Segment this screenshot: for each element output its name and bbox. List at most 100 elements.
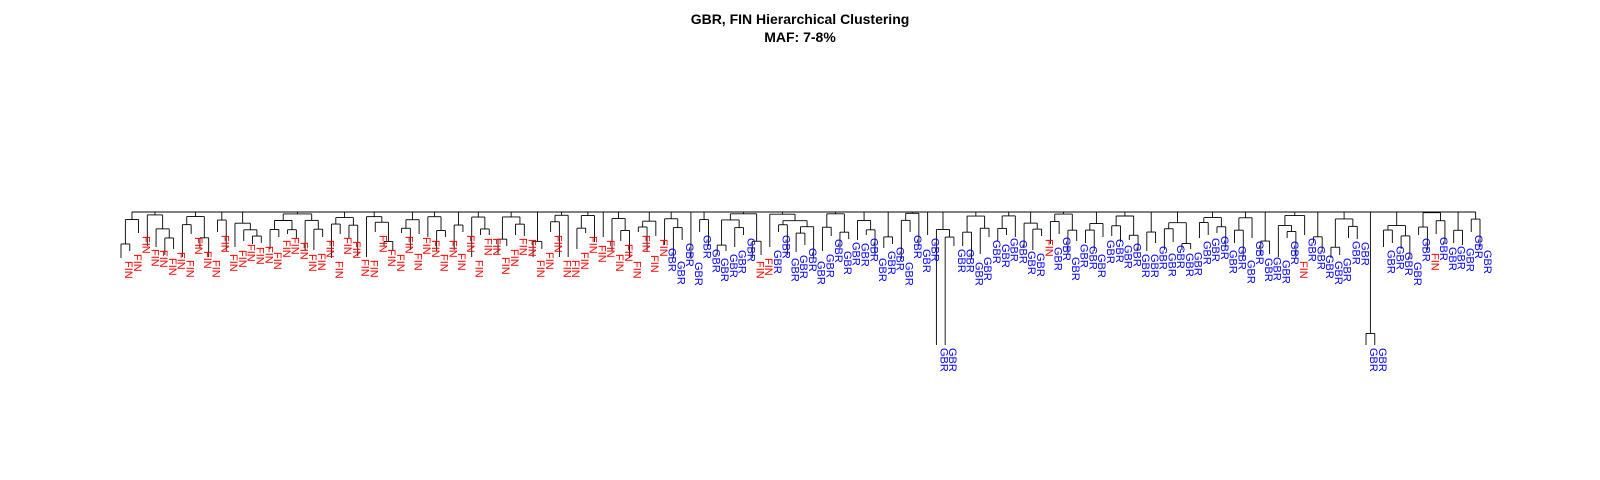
leaf-label: GBR <box>701 235 713 259</box>
leaf-label: GBR <box>1323 255 1335 279</box>
leaf-label: GBR <box>964 249 976 273</box>
leaf-label: GBR <box>771 250 783 274</box>
leaf-label: FIN <box>332 261 344 279</box>
leaf-label: FIN <box>622 244 634 262</box>
leaf-label: GBR <box>1192 252 1204 276</box>
leaf-label: GBR <box>1113 239 1125 263</box>
leaf-label: FIN <box>201 251 213 269</box>
leaf-label: FIN <box>140 236 152 254</box>
leaf-label: GBR <box>1376 348 1388 372</box>
leaf-label: GBR <box>990 240 1002 264</box>
leaf-label: GBR <box>1148 254 1160 278</box>
leaf-label: FIN <box>1043 239 1055 257</box>
leaf-label: GBR <box>1078 244 1090 268</box>
leaf-label: FIN <box>236 250 248 268</box>
leaf-label: GBR <box>1306 238 1318 262</box>
leaf-label: GBR <box>1227 250 1239 274</box>
leaf-label: GBR <box>1174 245 1186 269</box>
leaf-label: GBR <box>902 262 914 286</box>
leaf-label: FIN <box>543 252 555 270</box>
leaf-label: FIN <box>534 260 546 278</box>
leaf-label: GBR <box>1271 257 1283 281</box>
leaf-label: GBR <box>1455 246 1467 270</box>
leaf-label: FIN <box>569 260 581 278</box>
leaf-label: GBR <box>1183 253 1195 277</box>
leaf-label: GBR <box>885 251 897 275</box>
leaf-label: GBR <box>1411 262 1423 286</box>
leaf-label: FIN <box>560 260 572 278</box>
leaf-label: FIN <box>403 236 415 254</box>
leaf-label: FIN <box>639 235 651 253</box>
leaf-label: FIN <box>385 249 397 267</box>
leaf-label: GBR <box>1016 240 1028 264</box>
leaf-label: FIN <box>350 241 362 259</box>
leaf-label: GBR <box>1095 254 1107 278</box>
leaf-label: GBR <box>911 235 923 259</box>
leaf-label: FIN <box>324 240 336 258</box>
leaf-label: FIN <box>306 254 318 272</box>
leaf-label: GBR <box>1420 238 1432 262</box>
leaf-label: GBR <box>841 251 853 275</box>
leaf-label: GBR <box>1244 260 1256 284</box>
leaf-label: FIN <box>648 255 660 273</box>
leaf-label: GBR <box>666 248 678 272</box>
leaf-label: FIN <box>280 240 292 258</box>
leaf-label: FIN <box>271 252 283 270</box>
leaf-label: FIN <box>131 254 143 272</box>
leaf-label: FIN <box>1297 261 1309 279</box>
leaf-label: GBR <box>709 249 721 273</box>
chart-subtitle: MAF: 7-8% <box>764 29 836 45</box>
leaf-label: GBR <box>832 239 844 263</box>
leaf-label: GBR <box>1446 247 1458 271</box>
leaf-label: FIN <box>578 252 590 270</box>
leaf-label: GBR <box>858 243 870 267</box>
leaf-label: FIN <box>429 240 441 258</box>
leaf-label: FIN <box>157 250 169 268</box>
leaf-label: GBR <box>1104 240 1116 264</box>
leaf-label: FIN <box>210 260 222 278</box>
leaf-label: GBR <box>1288 241 1300 265</box>
leaf-label: GBR <box>788 258 800 282</box>
leaf-label: FIN <box>517 238 529 256</box>
leaf-label: GBR <box>1008 238 1020 262</box>
leaf-label: FIN <box>122 261 134 279</box>
leaf-label: FIN <box>148 249 160 267</box>
leaf-label: FIN <box>218 235 230 253</box>
leaf-label: GBR <box>972 262 984 286</box>
leaf-label: GBR <box>806 248 818 272</box>
leaf-label: GBR <box>736 250 748 274</box>
leaf-label: FIN <box>631 261 643 279</box>
leaf-label: FIN <box>455 253 467 271</box>
leaf-label: FIN <box>490 238 502 256</box>
leaf-label: FIN <box>183 260 195 278</box>
leaf-label: GBR <box>674 261 686 285</box>
leaf-label: FIN <box>341 237 353 255</box>
leaf-label: GBR <box>727 254 739 278</box>
leaf-label: GBR <box>1367 348 1379 372</box>
leaf-label: FIN <box>762 258 774 276</box>
leaf-label: GBR <box>1385 250 1397 274</box>
leaf-label: GBR <box>850 242 862 266</box>
chart-titles: GBR, FIN Hierarchical Clustering MAF: 7-… <box>0 10 1600 46</box>
leaf-label: GBR <box>876 258 888 282</box>
leaf-label: FIN <box>613 254 625 272</box>
leaf-label: GBR <box>1157 246 1169 270</box>
leaf-label: GBR <box>1218 236 1230 260</box>
leaf-label: FIN <box>473 260 485 278</box>
leaf-label: FIN <box>464 235 476 253</box>
leaf-label: GBR <box>1122 245 1134 269</box>
leaf-label: GBR <box>718 258 730 282</box>
leaf-label: GBR <box>1139 254 1151 278</box>
leaf-label: GBR <box>937 348 949 372</box>
leaf-label: FIN <box>420 237 432 255</box>
leaf-label: FIN <box>359 259 371 277</box>
leaf-label: GBR <box>1463 248 1475 272</box>
leaf-label: FIN <box>262 246 274 264</box>
leaf-label: GBR <box>1472 235 1484 259</box>
leaf-label: GBR <box>1236 246 1248 270</box>
leaf-label: GBR <box>1034 253 1046 277</box>
leaf-label: GBR <box>1060 237 1072 261</box>
leaf-label: GBR <box>1279 260 1291 284</box>
chart-title: GBR, FIN Hierarchical Clustering <box>690 11 910 27</box>
